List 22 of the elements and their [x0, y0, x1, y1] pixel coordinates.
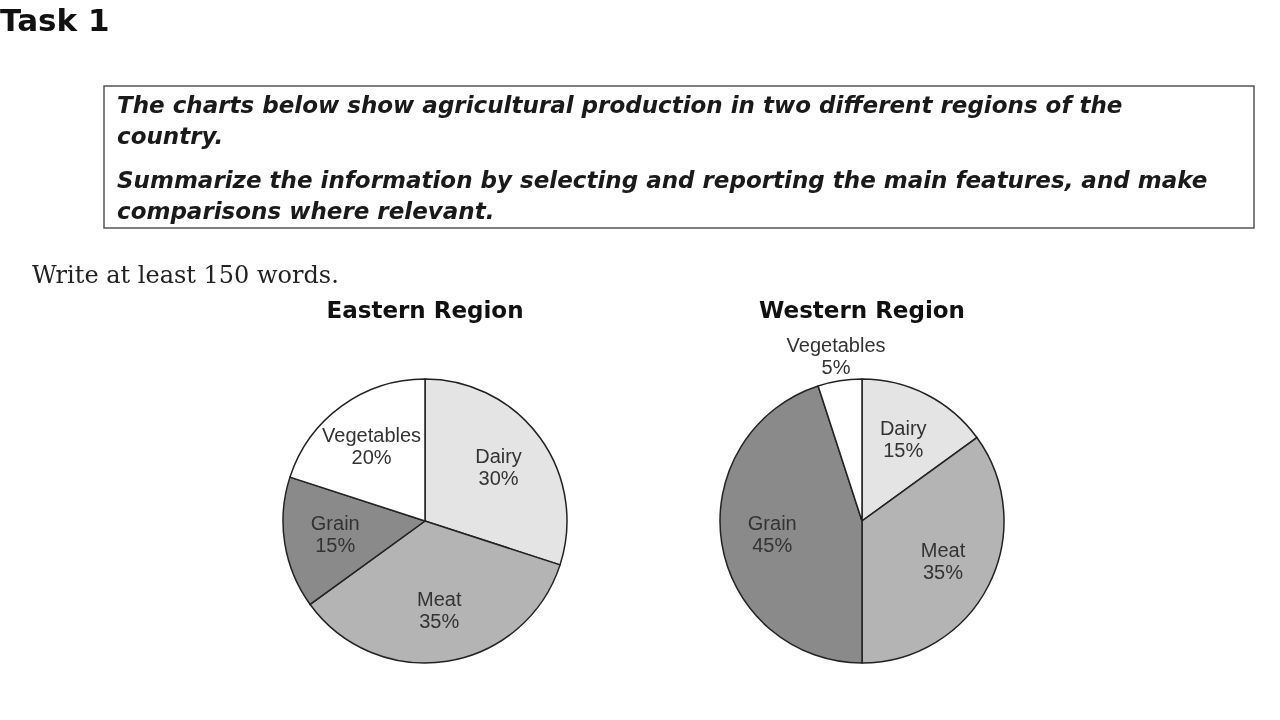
data-label: 15% [883, 439, 924, 462]
data-label: 45% [752, 534, 793, 557]
text: Summarize the information by selecting and reporting the main features, and make comparisons where relevant. [117, 167, 1208, 224]
data-label: 35% [419, 609, 460, 632]
chart-title: Eastern Region [326, 297, 524, 323]
slice-label: Grain [310, 512, 360, 535]
text: The charts below show agricultural production in two different regions of the country. [117, 92, 1123, 149]
data-label: 15% [315, 534, 356, 557]
slice-label: Grain [747, 512, 797, 535]
chart-title: Western Region [759, 297, 965, 323]
slice-label: Vegetables [786, 334, 886, 357]
slice-label: Meat [920, 539, 966, 562]
data-label: 5% [821, 356, 851, 379]
slice-label: Dairy [879, 417, 927, 440]
slice-label: Meat [416, 587, 462, 610]
text: Task 1 [0, 2, 110, 38]
text: Write at least 150 words. [32, 261, 339, 289]
data-label: 20% [351, 446, 392, 469]
slice-label: Vegetables [322, 424, 422, 447]
data-label: 30% [478, 466, 519, 489]
data-label: 35% [922, 561, 964, 584]
slice-label: Dairy [475, 444, 522, 467]
